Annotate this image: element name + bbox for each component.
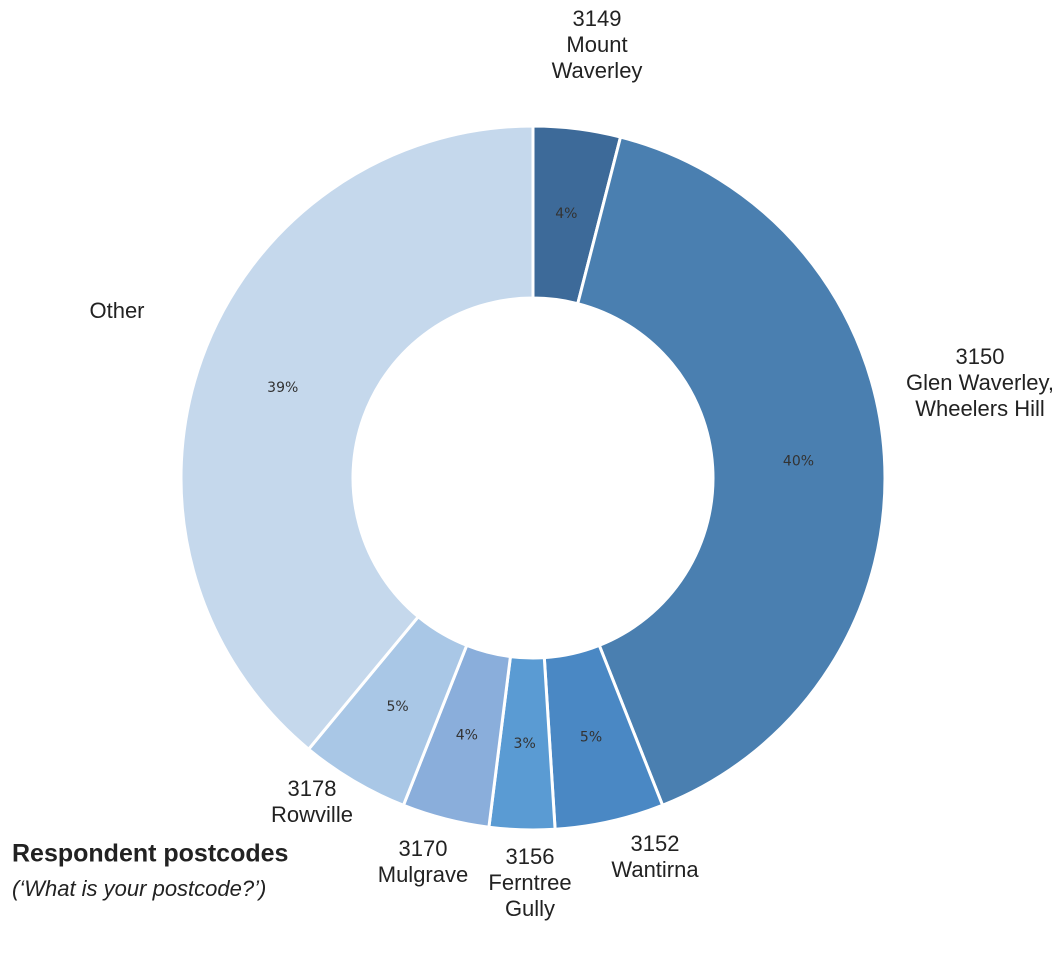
category-label: Other [89,298,144,323]
donut-segment [575,135,887,808]
value-label: 39% [267,380,298,396]
value-label: 3% [514,736,536,752]
value-label: 5% [386,699,408,715]
value-label: 4% [456,728,478,744]
donut-segment [179,124,535,752]
chart-title: Respondent postcodes [12,840,288,868]
category-label: 3170 Mulgrave [378,836,468,887]
value-label: 4% [555,206,577,222]
value-label: 5% [580,730,602,746]
category-label: 3150 Glen Waverley, Wheelers Hill [906,344,1054,421]
category-label: 3156 Ferntree Gully [488,844,571,921]
category-label: 3149 Mount Waverley [552,6,643,83]
value-label: 40% [783,453,814,469]
category-label: 3178 Rowville [271,776,353,827]
chart-subtitle: (‘What is your postcode?’) [12,876,266,901]
category-label: 3152 Wantirna [611,831,699,882]
